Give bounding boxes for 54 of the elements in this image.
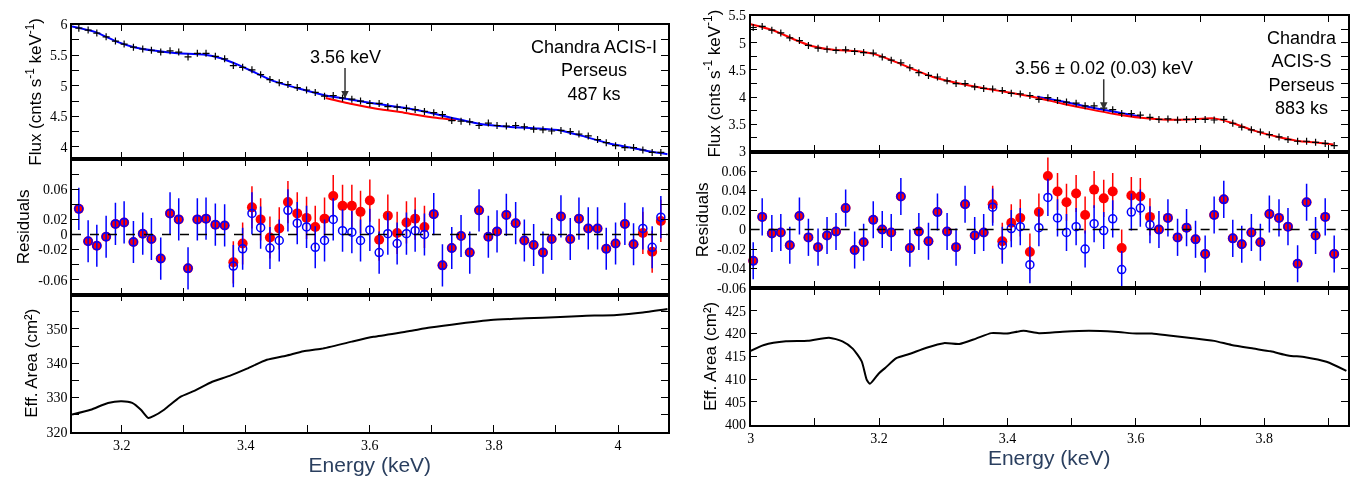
y-tick-label: 425 (725, 303, 747, 319)
y-tick-label: 3 (739, 144, 747, 160)
x-axis-title: Energy (keV) (308, 453, 432, 477)
annotation: Chandra ACIS-I Perseus 487 ks (531, 37, 658, 104)
y-tick-label: 5.5 (728, 8, 747, 24)
y-axis-title: Eff. Area (cm²) (22, 308, 42, 418)
y-tick-label: 0.04 (721, 183, 747, 199)
y-tick-label: 0 (60, 227, 68, 243)
y-axis-title: Residuals (692, 182, 712, 258)
y-tick-label: 0.06 (42, 182, 68, 198)
y-tick-label: 0.02 (42, 212, 68, 228)
y-tick-label: 4 (739, 90, 747, 106)
y-tick-label: -0.06 (38, 272, 68, 288)
y-tick-label: 330 (46, 390, 68, 406)
x-tick-label: 3.2 (112, 438, 131, 454)
y-tick-label: -0.06 (716, 280, 747, 296)
y-tick-label: -0.04 (716, 261, 747, 277)
y-tick-label: 4 (60, 139, 68, 155)
annotation: 3.56 ± 0.02 (0.03) keV (1015, 58, 1193, 78)
y-tick-label: -0.02 (716, 241, 747, 257)
y-tick-label: 5 (739, 35, 747, 51)
x-tick-label: 3.4 (998, 431, 1017, 447)
y-axis-title: Eff. Area (cm²) (701, 301, 721, 411)
x-axis-title: Energy (keV) (987, 446, 1111, 470)
x-tick-label: 3.4 (236, 438, 255, 454)
y-tick-label: 410 (725, 371, 747, 387)
y-tick-label: 3.5 (728, 117, 747, 133)
y-tick-label: 350 (46, 321, 68, 337)
y-tick-label: -0.02 (38, 242, 68, 258)
x-tick-label: 3.6 (361, 438, 379, 454)
y-tick-label: 5 (60, 78, 68, 94)
y-tick-label: 0.02 (721, 202, 747, 218)
y-tick-label: 400 (725, 417, 747, 433)
y-tick-label: 6 (60, 17, 68, 33)
annotation: Chandra ACIS-S Perseus 883 ks (1267, 28, 1338, 119)
y-tick-label: 4.5 (728, 62, 747, 78)
y-tick-label: 340 (46, 356, 68, 372)
x-tick-label: 3.6 (1127, 431, 1145, 447)
y-tick-label: 5.5 (49, 48, 68, 64)
y-tick-label: 415 (725, 349, 747, 365)
y-tick-label: 320 (46, 424, 68, 440)
y-tick-label: 4.5 (49, 109, 68, 125)
y-tick-label: 420 (725, 326, 747, 342)
x-tick-label: 4 (614, 438, 622, 454)
line-series (324, 96, 458, 121)
y-tick-label: 405 (725, 394, 747, 410)
annotation: 3.56 keV (310, 47, 382, 67)
line-series (1035, 95, 1142, 118)
x-tick-label: 3.2 (870, 431, 888, 447)
y-tick-label: 0.06 (721, 163, 747, 179)
x-tick-label: 3.8 (1255, 431, 1273, 447)
x-tick-label: 3.8 (485, 438, 503, 454)
y-axis-title: Residuals (14, 189, 34, 265)
y-tick-label: 0 (739, 222, 747, 238)
